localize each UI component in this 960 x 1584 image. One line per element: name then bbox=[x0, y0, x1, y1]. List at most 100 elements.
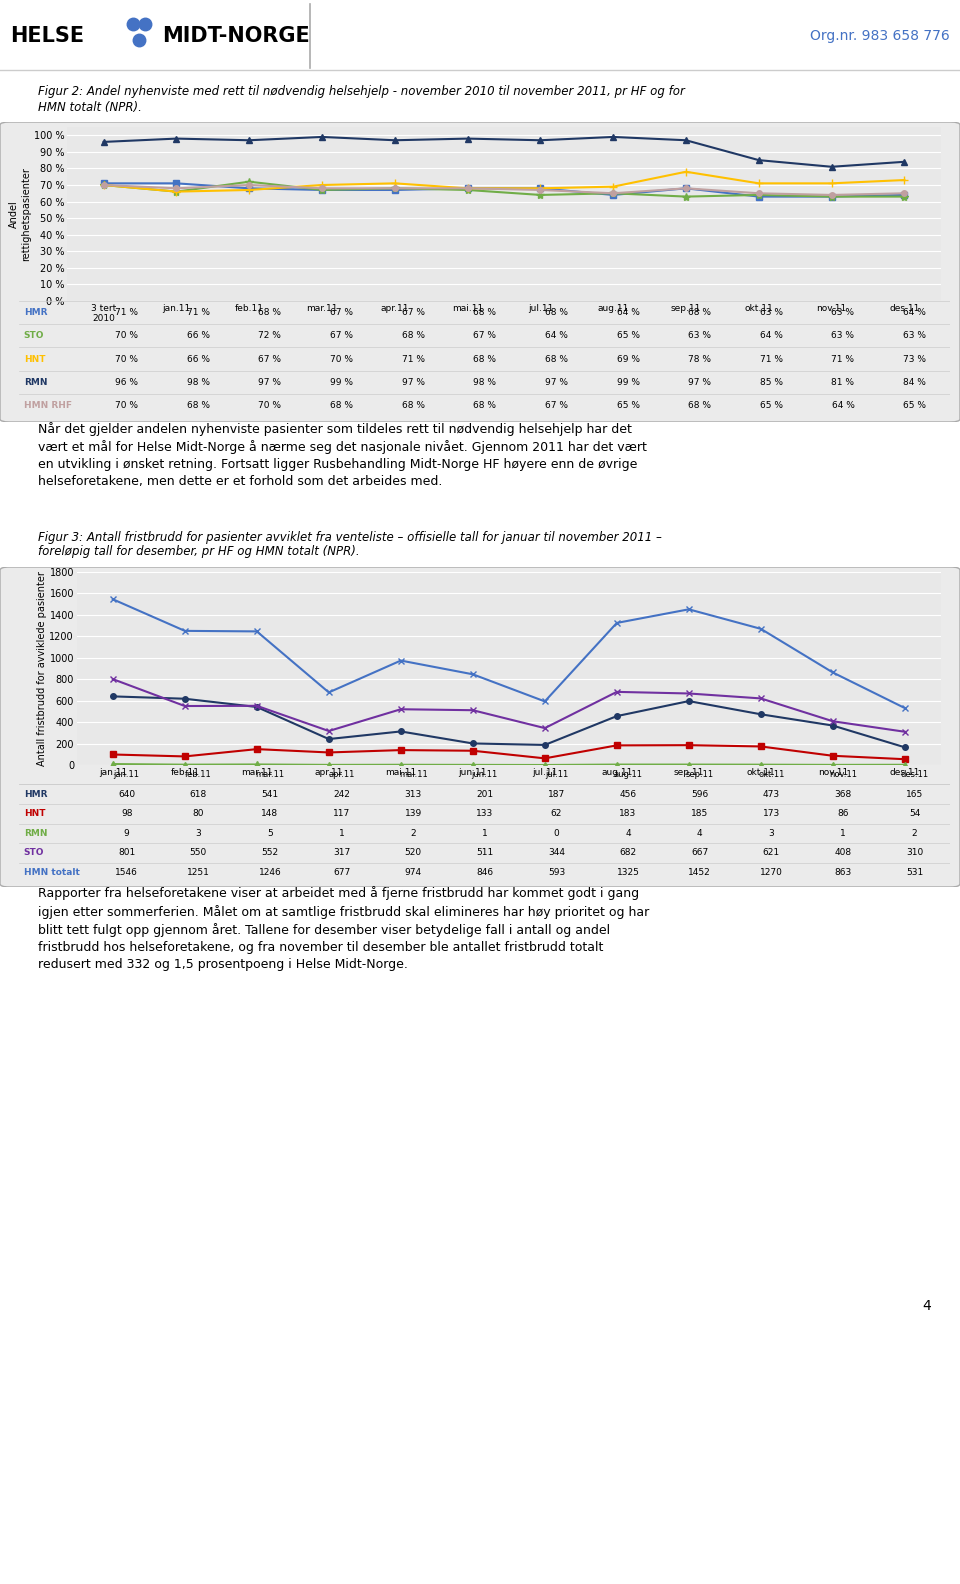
Text: 165: 165 bbox=[906, 790, 924, 798]
Text: 71 %: 71 % bbox=[401, 355, 424, 363]
Text: 63 %: 63 % bbox=[831, 331, 854, 341]
Text: Figur 3: Antall fristbrudd for pasienter avviklet fra venteliste – offisielle ta: Figur 3: Antall fristbrudd for pasienter… bbox=[38, 531, 662, 559]
Text: 64 %: 64 % bbox=[760, 331, 782, 341]
Text: HMR: HMR bbox=[24, 790, 47, 798]
Text: aug.11: aug.11 bbox=[613, 770, 642, 779]
Text: 4: 4 bbox=[625, 828, 631, 838]
Text: 84 %: 84 % bbox=[903, 377, 926, 386]
Text: RMN: RMN bbox=[24, 377, 47, 386]
Text: 97 %: 97 % bbox=[401, 377, 424, 386]
Text: jun.11: jun.11 bbox=[471, 770, 498, 779]
Text: 0: 0 bbox=[554, 828, 560, 838]
Text: 621: 621 bbox=[763, 849, 780, 857]
Text: HMR: HMR bbox=[24, 309, 47, 317]
Text: HNT: HNT bbox=[24, 809, 45, 819]
Text: 5: 5 bbox=[267, 828, 273, 838]
Text: 70 %: 70 % bbox=[115, 331, 138, 341]
Text: 64 %: 64 % bbox=[616, 309, 639, 317]
Text: 408: 408 bbox=[834, 849, 852, 857]
Text: 846: 846 bbox=[476, 868, 493, 878]
Text: 1251: 1251 bbox=[187, 868, 209, 878]
Text: 139: 139 bbox=[404, 809, 421, 819]
Text: Org.nr. 983 658 776: Org.nr. 983 658 776 bbox=[810, 29, 950, 43]
Text: 97 %: 97 % bbox=[258, 377, 281, 386]
Text: 531: 531 bbox=[906, 868, 924, 878]
Text: 1270: 1270 bbox=[760, 868, 782, 878]
Text: 81 %: 81 % bbox=[831, 377, 854, 386]
Text: 99 %: 99 % bbox=[330, 377, 353, 386]
Text: 73 %: 73 % bbox=[903, 355, 926, 363]
Text: 552: 552 bbox=[261, 849, 278, 857]
Text: 183: 183 bbox=[619, 809, 636, 819]
Text: 185: 185 bbox=[691, 809, 708, 819]
Text: 67 %: 67 % bbox=[473, 331, 496, 341]
Text: 173: 173 bbox=[762, 809, 780, 819]
Text: 2: 2 bbox=[912, 828, 918, 838]
Text: 4: 4 bbox=[923, 1299, 931, 1313]
Text: 70 %: 70 % bbox=[115, 355, 138, 363]
Text: 1325: 1325 bbox=[616, 868, 639, 878]
Y-axis label: Andel
rettighetspasienter: Andel rettighetspasienter bbox=[10, 166, 31, 261]
Text: 78 %: 78 % bbox=[688, 355, 711, 363]
Text: 80: 80 bbox=[193, 809, 204, 819]
Text: 4: 4 bbox=[697, 828, 703, 838]
Text: 63 %: 63 % bbox=[831, 309, 854, 317]
Text: 85 %: 85 % bbox=[759, 377, 782, 386]
Text: des.11: des.11 bbox=[900, 770, 928, 779]
Text: 456: 456 bbox=[619, 790, 636, 798]
Text: 148: 148 bbox=[261, 809, 278, 819]
Text: 3: 3 bbox=[768, 828, 774, 838]
Text: 593: 593 bbox=[548, 868, 565, 878]
Text: 344: 344 bbox=[548, 849, 564, 857]
Text: 1246: 1246 bbox=[258, 868, 281, 878]
Text: 473: 473 bbox=[763, 790, 780, 798]
Text: 72 %: 72 % bbox=[258, 331, 281, 341]
Text: mai.11: mai.11 bbox=[398, 770, 427, 779]
Text: 801: 801 bbox=[118, 849, 135, 857]
Text: 66 %: 66 % bbox=[187, 331, 210, 341]
Text: 71 %: 71 % bbox=[187, 309, 210, 317]
Text: 64 %: 64 % bbox=[831, 401, 854, 410]
Text: 98 %: 98 % bbox=[473, 377, 496, 386]
Text: 863: 863 bbox=[834, 868, 852, 878]
Text: 596: 596 bbox=[691, 790, 708, 798]
Text: 97 %: 97 % bbox=[545, 377, 568, 386]
Text: 98: 98 bbox=[121, 809, 132, 819]
Text: 9: 9 bbox=[124, 828, 130, 838]
Text: 65 %: 65 % bbox=[903, 401, 926, 410]
Text: 68 %: 68 % bbox=[401, 331, 424, 341]
Text: Når det gjelder andelen nyhenviste pasienter som tildeles rett til nødvendig hel: Når det gjelder andelen nyhenviste pasie… bbox=[38, 421, 647, 488]
Text: 368: 368 bbox=[834, 790, 852, 798]
Text: 511: 511 bbox=[476, 849, 493, 857]
Text: 1: 1 bbox=[840, 828, 846, 838]
Text: 974: 974 bbox=[404, 868, 421, 878]
Text: 3: 3 bbox=[196, 828, 202, 838]
Text: mar.11: mar.11 bbox=[255, 770, 284, 779]
Text: 310: 310 bbox=[906, 849, 924, 857]
Text: 68 %: 68 % bbox=[258, 309, 281, 317]
Text: 68 %: 68 % bbox=[688, 309, 711, 317]
Text: 682: 682 bbox=[619, 849, 636, 857]
Text: 70 %: 70 % bbox=[330, 355, 353, 363]
Text: 70 %: 70 % bbox=[115, 401, 138, 410]
Text: 68 %: 68 % bbox=[545, 309, 568, 317]
Text: 67 %: 67 % bbox=[545, 401, 568, 410]
Text: apr.11: apr.11 bbox=[328, 770, 355, 779]
Text: 313: 313 bbox=[404, 790, 421, 798]
Text: STO: STO bbox=[24, 331, 44, 341]
Text: 99 %: 99 % bbox=[616, 377, 639, 386]
Text: okt.11: okt.11 bbox=[758, 770, 784, 779]
Text: 68 %: 68 % bbox=[473, 309, 496, 317]
Text: 65 %: 65 % bbox=[616, 401, 639, 410]
Text: HNT: HNT bbox=[24, 355, 45, 363]
Text: 62: 62 bbox=[551, 809, 563, 819]
Text: Figur 2: Andel nyhenviste med rett til nødvendig helsehjelp - november 2010 til : Figur 2: Andel nyhenviste med rett til n… bbox=[38, 86, 685, 114]
Text: 133: 133 bbox=[476, 809, 493, 819]
Text: 187: 187 bbox=[548, 790, 565, 798]
Text: jul.11: jul.11 bbox=[545, 770, 568, 779]
Text: 677: 677 bbox=[333, 868, 350, 878]
Text: 98 %: 98 % bbox=[187, 377, 210, 386]
Text: 242: 242 bbox=[333, 790, 350, 798]
Text: jan.11: jan.11 bbox=[113, 770, 139, 779]
Text: 97 %: 97 % bbox=[688, 377, 711, 386]
